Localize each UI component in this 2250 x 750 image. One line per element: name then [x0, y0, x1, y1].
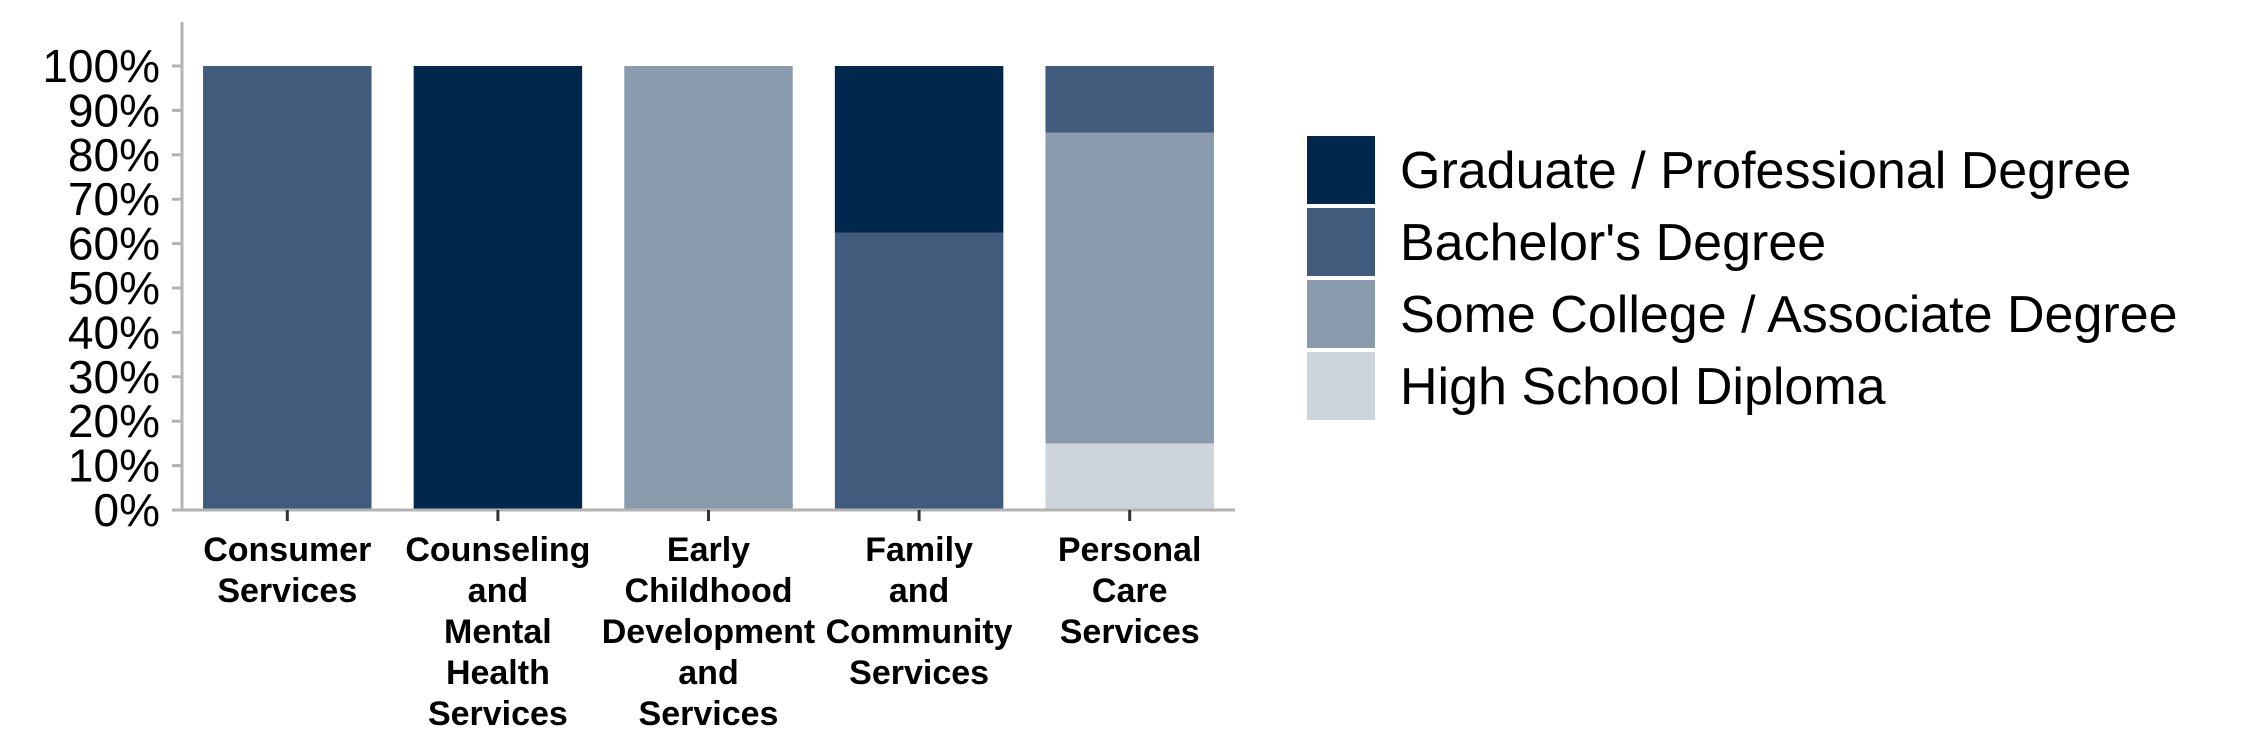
legend-swatch — [1307, 280, 1375, 348]
legend-label: High School Diploma — [1400, 358, 1886, 416]
legend-swatch — [1307, 208, 1375, 276]
y-ticks-group: 0%10%20%30%40%50%60%70%80%90%100% — [42, 40, 182, 536]
y-tick-label: 20% — [68, 395, 160, 447]
bar-segment-4-1 — [1045, 132, 1214, 444]
bars-group — [203, 66, 1214, 510]
legend-label: Bachelor's Degree — [1400, 214, 1826, 272]
y-tick-label: 90% — [68, 84, 160, 136]
y-tick-label: 100% — [42, 40, 160, 92]
bar-segment-4-2 — [1045, 66, 1214, 133]
legend: Graduate / Professional Degree Bachelor's… — [1307, 136, 2178, 420]
y-tick-label: 70% — [68, 173, 160, 225]
x-category-label: Early Childhood Development and Services — [602, 531, 816, 733]
y-tick-label: 80% — [68, 129, 160, 181]
x-category-label: Family and Community Services — [826, 531, 1013, 692]
legend-swatch — [1307, 352, 1375, 420]
bar-segment-3-3 — [834, 66, 1004, 233]
x-category-label: Counseling and Mental Health Services — [405, 531, 590, 733]
bar-segment-1-3 — [413, 66, 583, 510]
y-tick-label: 40% — [68, 306, 160, 358]
y-tick-label: 60% — [68, 218, 160, 270]
x-category-label: Personal Care Services — [1058, 531, 1202, 651]
y-tick-label: 10% — [68, 440, 160, 492]
bar-segment-0-2 — [203, 66, 372, 510]
bar-segment-2-1 — [624, 66, 793, 510]
y-tick-label: 30% — [68, 351, 160, 403]
legend-swatch — [1307, 136, 1375, 204]
bar-segment-3-2 — [834, 232, 1004, 510]
legend-label: Some College / Associate Degree — [1400, 286, 2178, 344]
x-labels-group: Consumer Services Counseling and Mental Healt… — [203, 510, 1202, 733]
x-category-label: Consumer Services — [203, 531, 371, 610]
y-tick-label: 50% — [68, 262, 160, 314]
legend-label: Graduate / Professional Degree — [1400, 142, 2131, 200]
y-tick-label: 0% — [94, 484, 160, 536]
bar-segment-4-0 — [1045, 443, 1214, 510]
